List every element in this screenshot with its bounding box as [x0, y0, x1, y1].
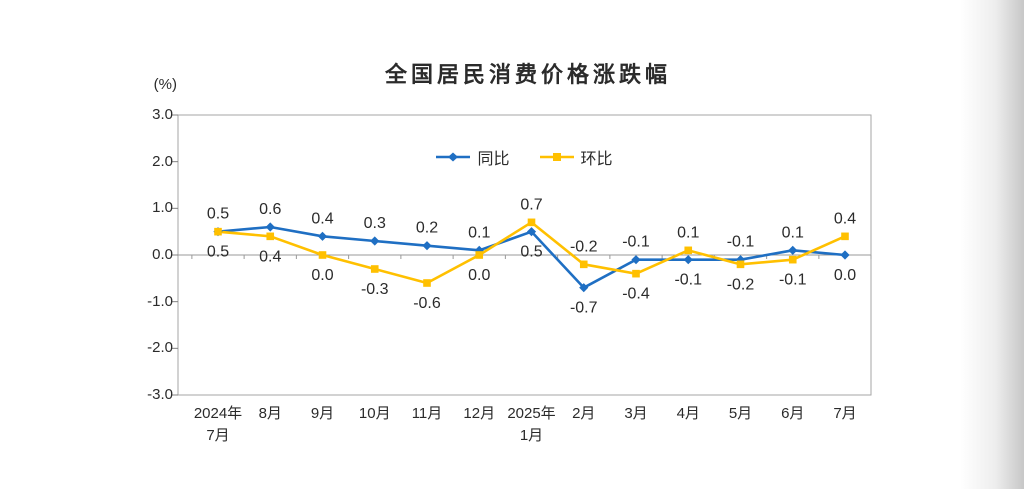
- data-label-同比: 0.1: [468, 224, 490, 241]
- data-label-环比: -0.2: [727, 276, 755, 293]
- marker-diamond-同比: [579, 283, 589, 293]
- legend-marker-square-icon: [539, 153, 574, 161]
- y-tick-label: 1.0: [152, 199, 173, 217]
- marker-diamond-同比: [526, 227, 537, 237]
- x-tick-label: 4月: [676, 405, 700, 422]
- x-tick-label: 3月: [624, 405, 648, 422]
- marker-square-环比: [788, 255, 797, 264]
- data-label-同比: -0.1: [674, 272, 702, 289]
- marker-diamond-同比: [631, 255, 641, 265]
- x-tick-label: 2月: [572, 405, 596, 422]
- data-label-环比: -0.2: [570, 238, 598, 255]
- data-label-环比: 0.4: [259, 248, 281, 265]
- marker-square-环比: [266, 232, 275, 241]
- x-tick-label: 7月: [833, 405, 857, 422]
- data-label-同比: 0.5: [207, 206, 229, 223]
- legend: 同比 环比: [178, 146, 871, 168]
- marker-diamond-同比: [840, 250, 850, 260]
- legend-label: 环比: [580, 151, 613, 168]
- data-label-环比: -0.6: [413, 295, 441, 312]
- x-tick-label: 2025年 1月: [507, 405, 556, 444]
- data-label-环比: 0.0: [311, 267, 333, 284]
- marker-square-环比: [423, 279, 431, 287]
- data-label-同比: -0.7: [570, 300, 598, 317]
- y-tick-label: -3.0: [147, 386, 173, 403]
- x-tick-label: 2024年 7月: [193, 405, 243, 444]
- data-label-同比: 0.1: [782, 224, 804, 241]
- legend-item-环比: 环比: [539, 145, 613, 169]
- marker-square-环比: [841, 232, 849, 241]
- y-tick-label: 3.0: [152, 106, 173, 123]
- data-label-同比: -0.1: [622, 234, 650, 251]
- marker-square-环比: [527, 218, 536, 227]
- data-label-环比: 0.1: [677, 224, 699, 241]
- marker-diamond-同比: [370, 236, 380, 246]
- data-label-同比: -0.1: [727, 234, 755, 251]
- y-axis-unit-label: (%): [153, 76, 177, 93]
- marker-diamond-同比: [788, 245, 798, 255]
- x-tick-label: 5月: [728, 405, 753, 422]
- y-tick-label: 2.0: [152, 152, 173, 170]
- marker-diamond-同比: [422, 241, 432, 251]
- marker-diamond-同比: [683, 255, 693, 265]
- data-label-环比: -0.4: [622, 286, 650, 303]
- marker-square-环比: [318, 251, 327, 259]
- marker-diamond-同比: [735, 255, 746, 265]
- marker-square-环比: [214, 227, 222, 236]
- legend-item-同比: 同比: [436, 145, 510, 169]
- data-label-环比: 0.4: [834, 210, 856, 227]
- chart-title: 全国居民消费价格涨跌幅: [384, 62, 671, 87]
- data-label-同比: 0.6: [259, 201, 281, 218]
- data-label-同比: 0.0: [834, 267, 856, 284]
- marker-square-环比: [736, 260, 745, 269]
- marker-square-环比: [475, 251, 484, 259]
- y-tick-label: 0.0: [152, 246, 173, 263]
- data-label-环比: 0.0: [468, 267, 490, 284]
- data-label-同比: 0.3: [364, 215, 386, 232]
- x-tick-label: 8月: [258, 405, 282, 422]
- marker-square-环比: [579, 260, 588, 269]
- marker-square-环比: [370, 265, 379, 273]
- legend-label: 同比: [477, 151, 510, 168]
- x-tick-label: 12月: [463, 405, 496, 422]
- x-tick-label: 9月: [310, 405, 335, 422]
- marker-square-环比: [684, 246, 693, 255]
- y-tick-label: -2.0: [147, 339, 173, 357]
- y-tick-label: -1.0: [147, 292, 173, 310]
- legend-marker-diamond-icon: [436, 152, 471, 162]
- data-label-环比: 0.5: [207, 244, 229, 261]
- x-tick-label: 11月: [411, 405, 443, 422]
- x-tick-label: 10月: [358, 405, 391, 422]
- data-label-同比: 0.2: [416, 220, 438, 237]
- data-label-环比: -0.3: [361, 281, 389, 298]
- data-label-同比: 0.5: [520, 244, 542, 261]
- marker-diamond-同比: [317, 231, 328, 241]
- marker-diamond-同比: [265, 222, 275, 232]
- x-tick-label: 6月: [781, 405, 805, 422]
- marker-square-环比: [632, 269, 640, 278]
- data-label-环比: 0.7: [520, 196, 542, 213]
- data-label-同比: 0.4: [311, 210, 333, 227]
- data-label-环比: -0.1: [779, 272, 807, 289]
